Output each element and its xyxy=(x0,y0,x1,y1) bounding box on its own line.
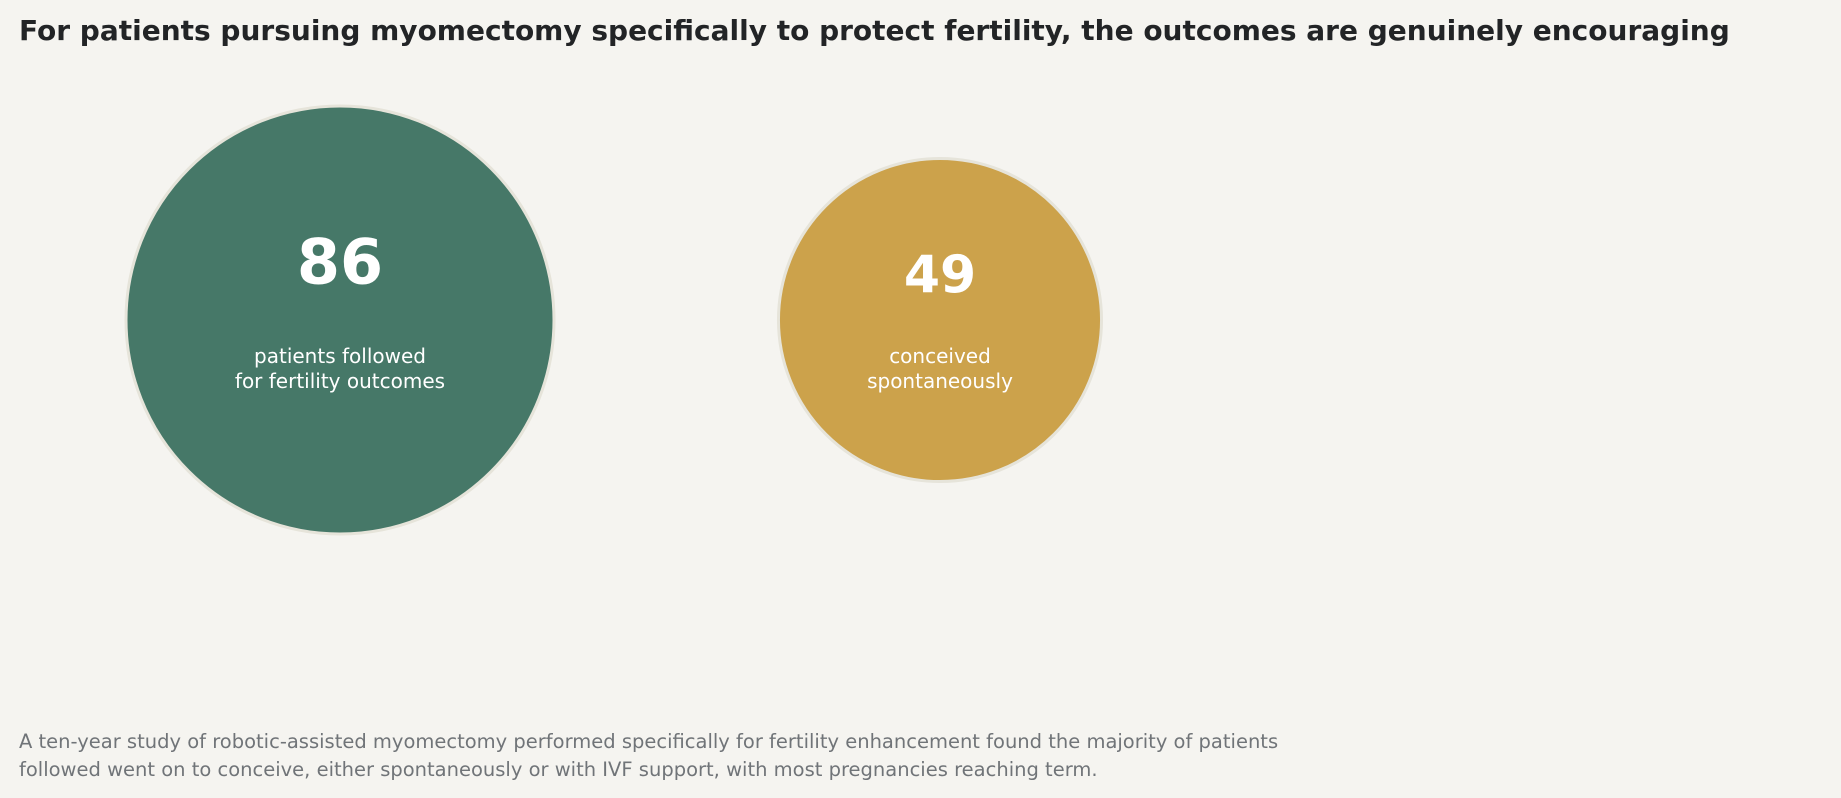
bubble-label-0-1: for fertility outcomes xyxy=(235,369,445,393)
bubble-label-0-0: patients followed xyxy=(254,344,426,368)
caption-line-2: followed went on to conceive, either spo… xyxy=(19,758,1098,781)
caption-line-1: A ten-year study of robotic-assisted myo… xyxy=(19,730,1279,753)
bubble-1 xyxy=(776,156,1104,484)
bubble-0 xyxy=(124,104,556,536)
bubble-value-1: 49 xyxy=(904,246,976,306)
bubble-value-0: 86 xyxy=(297,226,383,299)
bubble-label-1-0: conceived xyxy=(889,344,991,368)
chart-caption: A ten-year study of robotic-assisted myo… xyxy=(19,728,1419,784)
bubble-label-1-1: spontaneously xyxy=(867,369,1013,393)
chart-title: For patients pursuing myomectomy specifi… xyxy=(19,14,1730,47)
